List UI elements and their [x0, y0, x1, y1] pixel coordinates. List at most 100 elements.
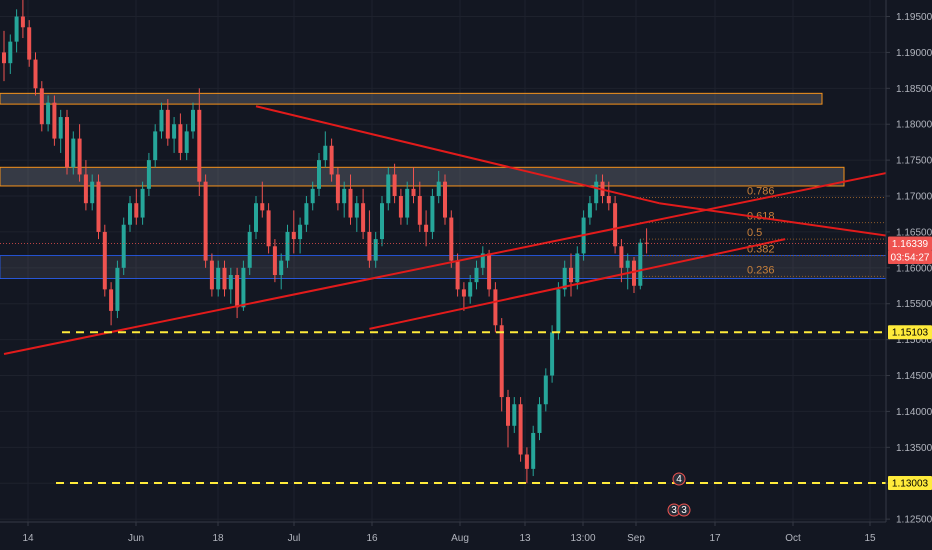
trendlines-layer[interactable] — [3, 95, 932, 355]
candle-body — [178, 124, 183, 153]
price-tag-box — [888, 325, 932, 340]
y-tick-label: 1.19500 — [896, 12, 932, 23]
candle-body — [134, 203, 139, 218]
candle-body — [455, 260, 460, 290]
y-tick-label: 1.17000 — [896, 192, 932, 203]
fib-level-label: 0.786 — [747, 185, 775, 197]
price-tag-box — [888, 236, 932, 251]
candle-body — [172, 124, 177, 139]
candle-body — [386, 174, 391, 204]
candle-body — [417, 196, 422, 225]
candle-body — [241, 267, 246, 308]
candle-body — [65, 117, 69, 168]
candle-body — [487, 253, 492, 290]
candle-body — [285, 231, 290, 261]
candle-body — [209, 260, 214, 290]
candle-body — [411, 188, 416, 197]
candlestick-series — [2, 0, 649, 484]
candle-body — [562, 267, 567, 290]
candle-body — [58, 117, 63, 139]
candle-body — [228, 275, 233, 290]
candle-body — [165, 109, 170, 139]
support-lines[interactable] — [56, 331, 886, 485]
candle-body — [8, 41, 13, 64]
red-trendline[interactable] — [255, 105, 660, 205]
candle-body — [348, 188, 353, 218]
candle-body — [543, 375, 548, 405]
price-tag-label: 1.13003 — [892, 479, 929, 490]
y-tick-label: 1.15000 — [896, 335, 932, 346]
time-axis[interactable]: 14 Jun 18 Jul 16 Aug 13 13:00 Sep 17 Oct 15 — [22, 522, 876, 544]
candle-body — [461, 289, 466, 297]
red-trendline[interactable] — [369, 238, 786, 330]
x-tick-label: 13 — [519, 533, 531, 544]
price-tag-box — [888, 476, 932, 491]
fib-level-label: 0.236 — [747, 264, 775, 276]
candle-body — [329, 145, 334, 175]
candle-body — [159, 109, 164, 132]
candle-body — [644, 242, 649, 244]
candle-body — [20, 16, 25, 28]
candle-body — [128, 203, 132, 225]
candle-body — [184, 131, 189, 153]
event-badge-label: 3 — [681, 505, 687, 516]
candle-body — [304, 203, 309, 225]
x-tick-label: 18 — [212, 533, 224, 544]
candle-body — [361, 203, 366, 232]
upper-resistance-zone — [0, 92, 823, 105]
red-trendline[interactable] — [659, 202, 932, 289]
candle-body — [638, 242, 643, 286]
x-tick-label: Oct — [785, 533, 801, 544]
y-tick-label: 1.15500 — [896, 299, 932, 310]
price-tag-box — [888, 250, 932, 265]
candle-body — [323, 145, 328, 161]
x-tick-label: 17 — [709, 533, 721, 544]
candle-body — [556, 289, 561, 333]
candle-body — [335, 174, 340, 204]
candle-body — [518, 404, 523, 455]
x-tick-label: Jul — [288, 533, 301, 544]
x-tick-label: Sep — [627, 533, 645, 544]
event-badge-circle[interactable] — [672, 472, 686, 486]
y-tick-label: 1.12500 — [896, 515, 932, 526]
candle-body — [398, 196, 403, 218]
candle-body — [96, 181, 101, 232]
candle-body — [71, 138, 76, 168]
candle-body — [493, 289, 498, 326]
candle-body — [27, 27, 32, 60]
x-tick-label: 13:00 — [570, 533, 595, 544]
candle-body — [90, 181, 95, 204]
candle-body — [115, 267, 120, 311]
candle-body — [342, 188, 347, 204]
candle-body — [405, 188, 410, 218]
candle-body — [203, 181, 208, 261]
candle-body — [594, 181, 599, 204]
candle-body — [537, 404, 542, 433]
y-tick-label: 1.13500 — [896, 443, 932, 454]
x-tick-label: Jun — [128, 533, 144, 544]
candle-body — [216, 267, 221, 290]
y-tick-label: 1.16500 — [896, 227, 932, 238]
candle-body — [39, 88, 44, 125]
candle-body — [424, 224, 429, 232]
candle-body — [474, 267, 479, 283]
y-tick-label: 1.18500 — [896, 84, 932, 95]
candle-body — [33, 59, 38, 89]
candle-body — [317, 160, 321, 189]
x-tick-label: 16 — [366, 533, 378, 544]
candle-body — [146, 160, 151, 189]
candle-body — [266, 210, 271, 247]
candle-body — [153, 131, 158, 161]
x-tick-label: Aug — [451, 533, 469, 544]
candle-body — [436, 181, 441, 197]
event-badges[interactable]: 4 3 3 — [667, 472, 691, 517]
event-badge-circle[interactable] — [677, 503, 691, 517]
zones-layer — [0, 92, 887, 279]
candle-body — [443, 181, 447, 218]
candle-body — [272, 246, 277, 276]
candle-body — [587, 203, 592, 218]
candle-body — [380, 203, 384, 240]
red-trendline[interactable] — [3, 95, 932, 355]
